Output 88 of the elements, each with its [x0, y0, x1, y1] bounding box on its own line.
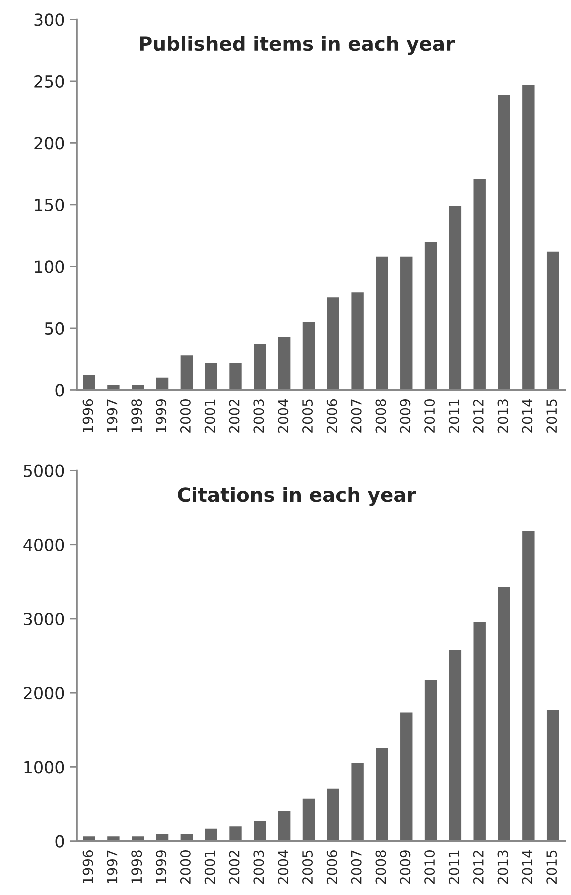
bar: [400, 256, 413, 390]
bar: [302, 322, 316, 390]
bar: [498, 95, 510, 390]
x-tick-label: 2002: [229, 851, 240, 884]
x-tick-label: 1997: [107, 850, 118, 884]
x-tick-label: 1997: [107, 400, 118, 432]
x-tick-label: 2008: [376, 400, 386, 433]
x-tick-label: 2009: [400, 400, 411, 433]
x-tick-label: 2005: [302, 850, 314, 884]
bar: [449, 206, 462, 390]
text: Citations in each year: [178, 487, 416, 506]
x-tick-label: 2004: [278, 399, 289, 433]
y-tick-label: 200: [34, 137, 64, 150]
bar: [498, 586, 510, 842]
bar: [352, 292, 364, 390]
y-tick-label: 100: [35, 260, 64, 274]
y-tick-label: 150: [35, 198, 64, 212]
x-tick-label: 2002: [229, 400, 240, 433]
x-tick-label: 2014: [522, 850, 533, 884]
x-tick-label: 2007: [351, 400, 362, 433]
x-tick-label: 2013: [498, 850, 508, 884]
x-tick-label: 1999: [156, 400, 167, 432]
bar: [230, 826, 242, 842]
x-tick-label: 2015: [546, 400, 558, 433]
y-tick-label: 3000: [24, 612, 64, 626]
x-tick-label: 2010: [424, 399, 436, 433]
bar: [546, 252, 560, 390]
bar: [376, 256, 388, 390]
bar: [302, 798, 316, 842]
x-tick-label: 2011: [448, 850, 460, 884]
bar: [278, 337, 291, 390]
bar: [424, 242, 438, 390]
x-tick-label: 1996: [82, 399, 94, 432]
x-tick-label: 2007: [351, 850, 362, 884]
y-tick-label: 4000: [24, 538, 64, 552]
y-tick-label: 300: [34, 14, 64, 26]
bar: [522, 85, 535, 390]
x-tick-label: 2000: [180, 399, 191, 433]
bar: [254, 344, 266, 390]
y-tick-label: 50: [45, 322, 64, 336]
y-tick-label: 0: [56, 835, 64, 848]
x-tick-label: 2006: [326, 399, 338, 433]
bar: [546, 710, 560, 842]
bar: [449, 650, 462, 842]
bar: [230, 363, 242, 390]
bar: [278, 811, 291, 842]
x-tick-label: 2008: [376, 850, 386, 884]
y-tick-label: 0: [56, 384, 64, 397]
x-tick-label: 2001: [204, 400, 216, 433]
y-tick-label: 250: [34, 75, 64, 88]
x-tick-label: 2003: [254, 850, 264, 884]
bar: [205, 828, 218, 842]
bar: [156, 378, 169, 390]
bar: [352, 763, 364, 842]
bar: [474, 179, 486, 390]
x-tick-label: 2012: [473, 400, 484, 433]
bar: [424, 680, 438, 842]
x-tick-label: 2013: [498, 400, 508, 433]
x-tick-label: 2015: [546, 850, 558, 884]
x-tick-label: 2005: [302, 400, 314, 433]
bar: [474, 622, 486, 842]
x-tick-label: 2009: [400, 850, 411, 884]
bar: [327, 788, 340, 842]
x-tick-label: 2012: [473, 851, 484, 884]
x-tick-label: 2006: [326, 850, 338, 884]
x-tick-label: 2000: [180, 850, 191, 884]
bar: [376, 748, 388, 842]
y-tick-label: 1000: [24, 761, 64, 774]
y-tick-label: 2000: [24, 687, 64, 700]
bar: [254, 821, 266, 842]
text: Published items in each year: [140, 36, 456, 56]
x-tick-label: 2010: [424, 850, 436, 884]
x-tick-label: 2014: [522, 399, 533, 433]
x-tick-label: 1999: [156, 850, 167, 884]
bar: [180, 356, 194, 390]
bar: [205, 363, 218, 390]
x-tick-label: 2003: [254, 400, 264, 433]
bar: [400, 712, 413, 842]
x-tick-label: 2004: [278, 850, 289, 884]
x-tick-label: 2011: [448, 400, 460, 433]
x-tick-label: 1998: [132, 400, 142, 432]
x-tick-label: 1998: [132, 850, 142, 884]
y-tick-label: 5000: [24, 464, 64, 478]
bar: [327, 298, 340, 390]
x-tick-label: 2001: [204, 850, 216, 884]
bar: [522, 531, 535, 842]
bar: [83, 375, 96, 390]
x-tick-label: 1996: [82, 850, 94, 884]
